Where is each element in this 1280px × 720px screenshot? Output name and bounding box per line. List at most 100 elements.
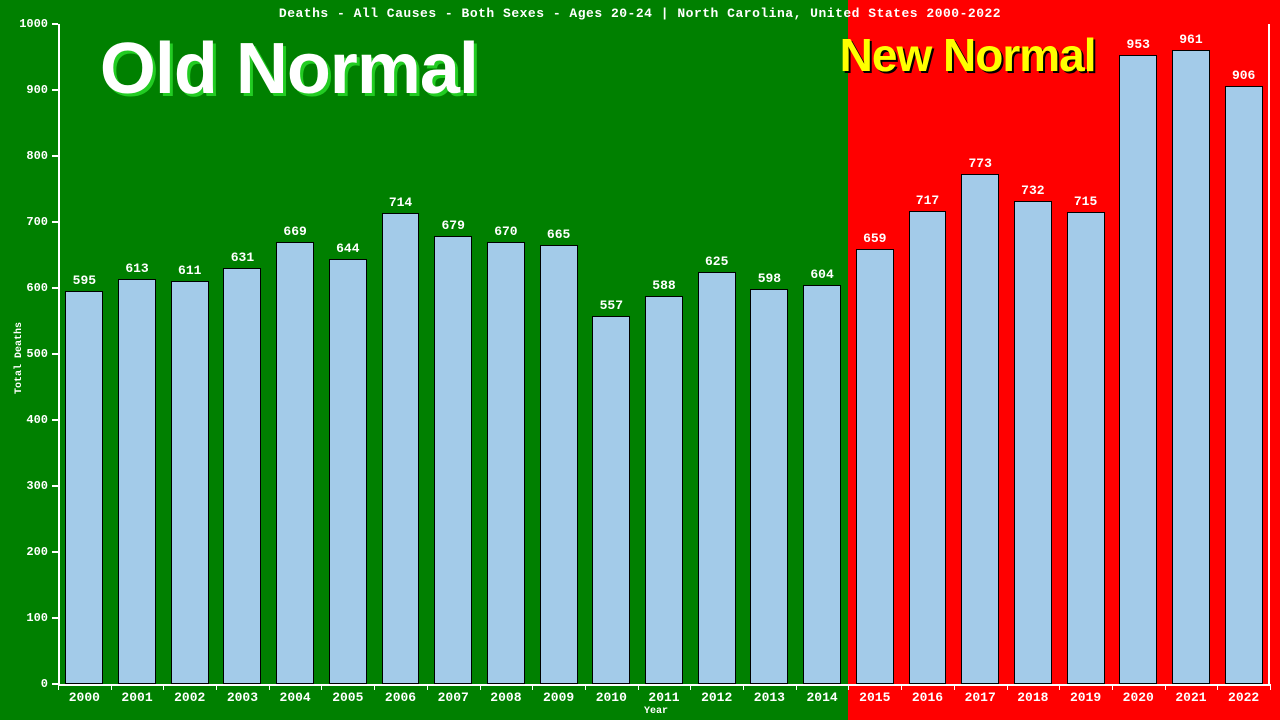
x-tick: [111, 684, 112, 690]
bar-value-label: 598: [758, 271, 781, 286]
x-tick: [1112, 684, 1113, 690]
x-tick: [638, 684, 639, 690]
bar-value-label: 604: [810, 267, 833, 282]
bar: [329, 259, 367, 684]
bar: [856, 249, 894, 684]
chart-container: Deaths - All Causes - Both Sexes - Ages …: [0, 0, 1280, 720]
bar: [540, 245, 578, 684]
x-tick-label: 2011: [648, 690, 679, 705]
y-tick-label: 400: [0, 413, 48, 427]
bar: [1119, 55, 1157, 684]
bar-value-label: 715: [1074, 194, 1097, 209]
x-tick: [1165, 684, 1166, 690]
x-tick-label: 2008: [490, 690, 521, 705]
y-tick-label: 700: [0, 215, 48, 229]
plot-area: [58, 24, 1270, 684]
bar-value-label: 625: [705, 254, 728, 269]
bar-value-label: 773: [968, 156, 991, 171]
bar: [1225, 86, 1263, 684]
bar: [803, 285, 841, 684]
y-tick-label: 0: [0, 677, 48, 691]
bar-value-label: 613: [125, 261, 148, 276]
x-tick: [269, 684, 270, 690]
x-tick: [848, 684, 849, 690]
x-tick-label: 2016: [912, 690, 943, 705]
y-tick-label: 300: [0, 479, 48, 493]
bar: [750, 289, 788, 684]
x-tick-label: 2021: [1175, 690, 1206, 705]
y-tick-label: 100: [0, 611, 48, 625]
x-tick: [1270, 684, 1271, 690]
bar-value-label: 631: [231, 250, 254, 265]
bar: [1172, 50, 1210, 684]
chart-title: Deaths - All Causes - Both Sexes - Ages …: [0, 6, 1280, 21]
bar-value-label: 557: [600, 298, 623, 313]
x-axis-line: [58, 684, 1270, 686]
x-tick-label: 2001: [121, 690, 152, 705]
x-tick-label: 2003: [227, 690, 258, 705]
bar-value-label: 644: [336, 241, 359, 256]
x-tick: [901, 684, 902, 690]
y-tick: [52, 485, 58, 487]
bar: [382, 213, 420, 684]
bar: [171, 281, 209, 684]
x-tick: [216, 684, 217, 690]
y-axis-line: [58, 24, 60, 684]
y-tick: [52, 155, 58, 157]
bar-value-label: 953: [1127, 37, 1150, 52]
x-tick-label: 2012: [701, 690, 732, 705]
x-tick: [743, 684, 744, 690]
x-tick: [58, 684, 59, 690]
x-tick: [480, 684, 481, 690]
y-tick: [52, 221, 58, 223]
bar: [223, 268, 261, 684]
bar-value-label: 669: [283, 224, 306, 239]
x-tick: [321, 684, 322, 690]
bar-value-label: 714: [389, 195, 412, 210]
y-axis-line-right: [1268, 24, 1270, 684]
x-tick: [690, 684, 691, 690]
bar: [645, 296, 683, 684]
x-tick-label: 2010: [596, 690, 627, 705]
x-tick: [954, 684, 955, 690]
bar-value-label: 595: [73, 273, 96, 288]
bar: [909, 211, 947, 684]
y-tick: [52, 353, 58, 355]
bar: [592, 316, 630, 684]
x-tick-label: 2000: [69, 690, 100, 705]
x-tick: [163, 684, 164, 690]
bar-value-label: 717: [916, 193, 939, 208]
x-tick-label: 2014: [806, 690, 837, 705]
x-tick: [585, 684, 586, 690]
y-tick-label: 1000: [0, 17, 48, 31]
x-tick-label: 2015: [859, 690, 890, 705]
x-tick: [427, 684, 428, 690]
y-tick-label: 800: [0, 149, 48, 163]
bar-value-label: 611: [178, 263, 201, 278]
bar: [1014, 201, 1052, 684]
x-tick-label: 2004: [280, 690, 311, 705]
bar: [961, 174, 999, 684]
x-tick-label: 2022: [1228, 690, 1259, 705]
x-tick-label: 2002: [174, 690, 205, 705]
bar-value-label: 659: [863, 231, 886, 246]
bar: [434, 236, 472, 684]
bar-value-label: 588: [652, 278, 675, 293]
bar-value-label: 670: [494, 224, 517, 239]
bar-value-label: 665: [547, 227, 570, 242]
y-tick-label: 900: [0, 83, 48, 97]
x-tick: [532, 684, 533, 690]
bar-value-label: 961: [1179, 32, 1202, 47]
y-tick: [52, 419, 58, 421]
bar: [118, 279, 156, 684]
bar: [698, 272, 736, 685]
bar: [1067, 212, 1105, 684]
y-tick-label: 200: [0, 545, 48, 559]
y-tick-label: 600: [0, 281, 48, 295]
x-tick-label: 2006: [385, 690, 416, 705]
y-tick: [52, 89, 58, 91]
x-tick-label: 2019: [1070, 690, 1101, 705]
bar: [65, 291, 103, 684]
bar-value-label: 906: [1232, 68, 1255, 83]
x-tick-label: 2013: [754, 690, 785, 705]
